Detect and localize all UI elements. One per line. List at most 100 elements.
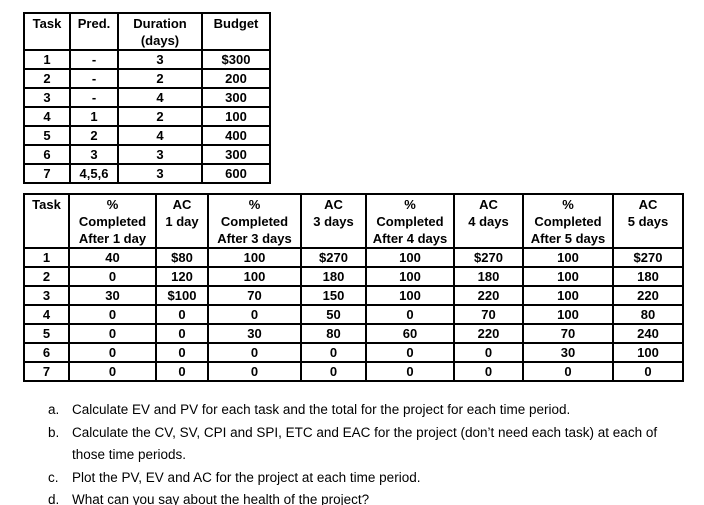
table2-cell: 100 [365,247,455,268]
table1-cell: 2 [69,125,119,146]
table2-cell: 220 [453,285,524,306]
table2-cell: 30 [522,342,614,363]
table2-cell: 100 [365,266,455,287]
table1-cell: 3 [69,144,119,165]
task-schedule-header-row: Task Pred. Duration (days) Budget [23,12,271,51]
table1-cell: 2 [117,68,203,89]
table-row: 7 4,5,6 3 600 [23,163,271,184]
table2-cell: 150 [300,285,367,306]
table2-cell: 70 [453,304,524,325]
table1-cell: 1 [69,106,119,127]
table-row: 5 0 0 30 80 60 220 70 240 [23,323,684,344]
table2-cell: 0 [68,304,157,325]
table2-cell: 6 [23,342,70,363]
table2-cell: 0 [522,361,614,382]
table2-cell: 7 [23,361,70,382]
table2-cell: 180 [612,266,684,287]
table2-cell: 220 [612,285,684,306]
table2-cell: 70 [522,323,614,344]
table2-header-cell: AC 4 days [453,193,524,249]
table2-cell: 40 [68,247,157,268]
table2-cell: $270 [612,247,684,268]
table2-header-cell: AC 3 days [300,193,367,249]
table2-header-cell: % Completed After 4 days [365,193,455,249]
table1-cell: 4 [117,125,203,146]
table2-cell: 0 [68,342,157,363]
table2-cell: 0 [207,342,302,363]
table2-cell: 5 [23,323,70,344]
table2-cell: 0 [207,304,302,325]
table1-cell: 4 [117,87,203,108]
table1-cell: 2 [117,106,203,127]
table2-header-cell: AC 1 day [155,193,209,249]
table1-cell: - [69,68,119,89]
table2-header-cell: AC 5 days [612,193,684,249]
table2-cell: 220 [453,323,524,344]
table2-cell: 100 [522,266,614,287]
table-row: 5 2 4 400 [23,125,271,146]
table-row: 2-2 200 [23,68,271,89]
table2-cell: 0 [68,323,157,344]
table2-cell: 0 [155,342,209,363]
table-row: 6 3 3 300 [23,144,271,165]
table2-cell: 80 [300,323,367,344]
table2-header-cell: % Completed After 1 day [68,193,157,249]
table-row: 1 40 $80 100 $270 100 $270 100 $270 [23,247,684,268]
table1-header-cell: Duration (days) [117,12,203,51]
table2-cell: 0 [155,323,209,344]
table2-cell: $80 [155,247,209,268]
table2-cell: 100 [207,247,302,268]
question-item: d. What can you say about the health of t… [48,489,690,505]
table2-cell: 0 [453,361,524,382]
questions-list: a. Calculate EV and PV for each task and … [48,399,690,505]
table-row: 2 0 120 100 180 100 180 100 180 [23,266,684,287]
table2-cell: 0 [155,304,209,325]
table1-cell: - [69,87,119,108]
table-row: 4 0 0 0 50 0 70 100 80 [23,304,684,325]
table1-cell: 600 [201,163,271,184]
table1-cell: 300 [201,144,271,165]
table2-cell: 0 [300,361,367,382]
table1-cell: 3 [117,163,203,184]
table2-cell: 0 [365,361,455,382]
table1-cell: 6 [23,144,71,165]
table2-cell: 0 [453,342,524,363]
table1-cell: 2 [23,68,71,89]
question-text: Calculate EV and PV for each task and th… [72,402,571,417]
table2-cell: 100 [522,247,614,268]
question-text: What can you say about the health of the… [72,492,370,505]
table1-header-cell: Budget [201,12,271,51]
table2-cell: 0 [365,304,455,325]
table1-cell: 3 [117,144,203,165]
table1-cell: 3 [23,87,71,108]
table2-cell: 100 [522,304,614,325]
table1-cell: 300 [201,87,271,108]
question-text: Calculate the CV, SV, CPI and SPI, ETC a… [72,424,658,463]
table2-cell: 180 [300,266,367,287]
table-row: 4 1 2 100 [23,106,271,127]
table2-cell: 30 [207,323,302,344]
progress-table-header-row: Task% Completed After 1 day AC 1 day% Com… [23,193,684,249]
table2-header-cell: % Completed After 5 days [522,193,614,249]
task-schedule-table: Task Pred. Duration (days) Budget 1-3 $300 2-… [23,12,271,184]
table2-cell: 50 [300,304,367,325]
table2-cell: 2 [23,266,70,287]
table2-cell: 180 [453,266,524,287]
table2-header-cell: % Completed After 3 days [207,193,302,249]
table2-cell: 0 [612,361,684,382]
table1-cell: 4 [23,106,71,127]
table1-cell: 400 [201,125,271,146]
table2-cell: 1 [23,247,70,268]
table1-header-cell: Task [23,12,71,51]
table1-cell: 1 [23,49,71,70]
table2-cell: 0 [207,361,302,382]
table2-cell: $270 [453,247,524,268]
table1-cell: 100 [201,106,271,127]
progress-actual-cost-table: Task% Completed After 1 day AC 1 day% Com… [23,193,684,382]
table1-cell: 200 [201,68,271,89]
question-text: Plot the PV, EV and AC for the project a… [72,469,421,485]
table2-header-cell: Task [23,193,70,249]
question-item: c. Plot the PV, EV and AC for the project… [48,467,690,490]
